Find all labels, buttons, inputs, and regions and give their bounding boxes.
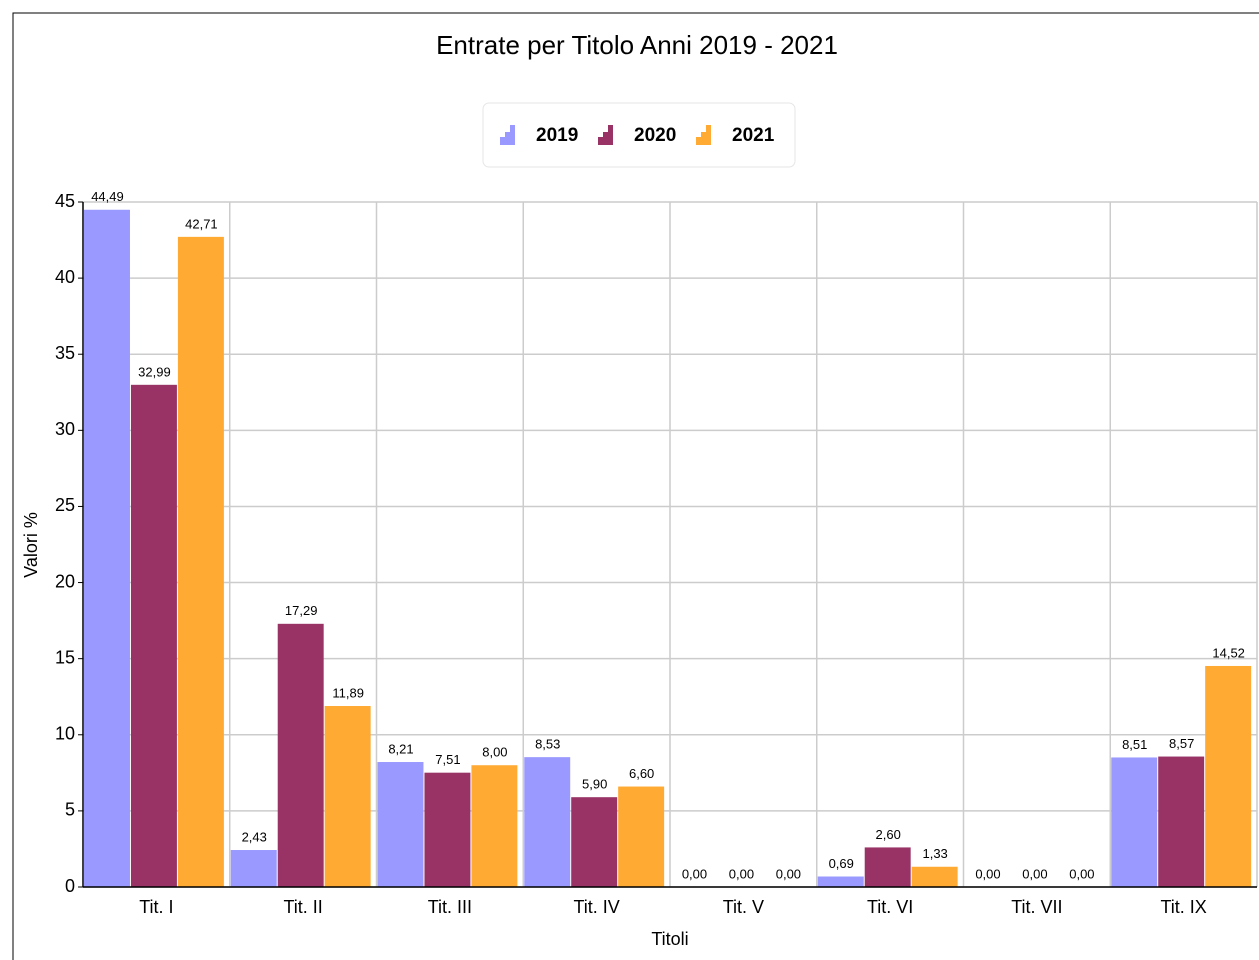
legend-label: 2020 [634,125,676,146]
x-tick-label: Tit. VI [867,897,913,917]
legend-icon [603,132,608,145]
bar [377,762,424,887]
legend-label: 2021 [732,125,775,146]
value-label: 0,00 [1022,866,1047,881]
bar [1158,756,1205,887]
value-label: 44,49 [91,189,124,204]
value-label: 0,00 [776,866,801,881]
value-label: 32,99 [138,364,171,379]
y-axis-label: Valori % [21,512,41,578]
legend-icon [510,125,515,145]
y-tick-label: 25 [55,495,75,515]
y-tick-label: 45 [55,191,75,211]
y-tick-label: 30 [55,419,75,439]
value-label: 5,90 [582,777,607,792]
bar [817,876,864,887]
x-tick-label: Tit. IX [1160,897,1206,917]
legend-icon [706,125,711,145]
bar [571,797,618,887]
value-label: 42,71 [185,216,218,231]
legend-icon [701,132,706,145]
x-tick-label: Tit. VII [1011,897,1062,917]
y-tick-label: 0 [65,876,75,896]
bar [911,866,958,887]
y-tick-label: 35 [55,343,75,363]
bar [177,236,224,887]
x-tick-label: Tit. III [428,897,472,917]
value-label: 2,60 [876,827,901,842]
legend-label: 2019 [536,125,578,146]
bar [277,623,324,887]
bar [864,847,911,887]
x-tick-label: Tit. I [139,897,173,917]
x-tick-label: Tit. V [723,897,764,917]
value-label: 8,51 [1122,737,1147,752]
legend-icon [500,137,505,145]
bar [424,772,471,887]
chart-title: Entrate per Titolo Anni 2019 - 2021 [436,30,838,60]
value-label: 11,89 [332,685,364,700]
x-axis-label: Titoli [651,929,688,949]
value-label: 17,29 [285,603,318,618]
legend-icon [598,137,603,145]
y-tick-label: 10 [55,724,75,744]
bar [471,765,518,887]
legend-box [482,102,796,168]
value-label: 8,00 [482,745,507,760]
bar [324,706,371,887]
value-label: 0,00 [1069,866,1094,881]
bar [1205,665,1252,887]
y-tick-label: 20 [55,571,75,591]
bar [618,786,665,887]
bar [130,384,177,887]
y-tick-label: 40 [55,267,75,287]
bar [230,850,277,887]
bar [84,209,130,888]
bar [524,757,571,887]
value-label: 0,00 [682,866,707,881]
y-tick-label: 15 [55,647,75,667]
value-label: 0,00 [729,866,754,881]
bar [1111,757,1158,887]
legend-icon [608,125,613,145]
legend-icon [505,132,510,145]
y-tick-label: 5 [65,800,75,820]
value-label: 6,60 [629,766,654,781]
value-label: 7,51 [435,752,460,767]
value-label: 0,00 [975,866,1000,881]
x-tick-label: Tit. II [283,897,322,917]
legend-icon [696,137,701,145]
value-label: 2,43 [242,829,267,844]
value-label: 1,33 [922,846,947,861]
value-label: 0,69 [829,856,854,871]
value-label: 8,57 [1169,736,1194,751]
x-tick-label: Tit. IV [573,897,619,917]
value-label: 8,53 [535,737,560,752]
value-label: 8,21 [388,741,413,756]
value-label: 14,52 [1212,645,1245,660]
